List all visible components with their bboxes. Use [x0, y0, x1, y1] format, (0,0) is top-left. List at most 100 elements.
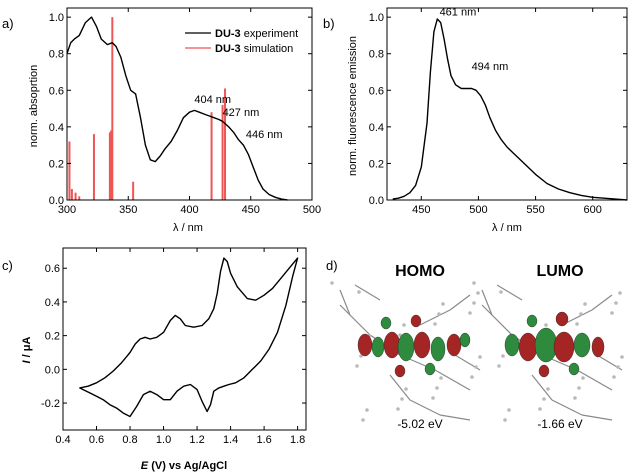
atom-dot [365, 408, 369, 412]
x-axis-label: λ / nm [492, 222, 522, 234]
bond-stick [481, 289, 493, 316]
legend-label-experiment-bold: DU-3 [215, 28, 241, 40]
c-y-tick-label: 0.2 [45, 331, 60, 343]
atom-dot [439, 376, 443, 380]
homo-title: HOMO [395, 263, 445, 280]
lumo-energy: -1.66 eV [537, 417, 582, 431]
c-y-tick-label: 0.0 [45, 364, 60, 376]
atom-dot [620, 355, 624, 359]
atom-dot [581, 376, 585, 380]
b-x-tick-label: 600 [584, 204, 602, 216]
orbital-lobe-negative [410, 314, 422, 328]
a-y-tick-label: 0.8 [49, 49, 64, 61]
c-x-tick-label: 1.8 [290, 434, 305, 446]
b-y-tick-label: 0.2 [369, 158, 384, 170]
atom-dot [361, 418, 365, 422]
atom-dot [355, 364, 359, 368]
atom-dot [433, 322, 437, 326]
a-annotation: 404 nm [194, 94, 231, 106]
c-x-tick-label: 0.8 [122, 434, 137, 446]
peak-annotations: 461 nm 494 nm [440, 6, 509, 73]
atom-dot [476, 291, 480, 295]
legend-label-simulation: DU-3 simulation [215, 43, 293, 55]
c-y-tick-label: 0.6 [45, 263, 60, 275]
orbital-lobe-negative [591, 336, 605, 358]
atom-dot [497, 364, 501, 368]
atom-dot [612, 375, 616, 379]
orbital-lobe-positive [371, 336, 385, 358]
x-axis-label: λ / nm [173, 222, 203, 234]
bond-stick [354, 284, 381, 301]
b-x-tick-label: 550 [526, 204, 544, 216]
axis-ticks: 0.4 0.6 0.8 1.0 1.2 1.4 1.6 1.8 -0.2 0.0 0.2 0.4 0.6 [41, 248, 306, 446]
orbital-lobe-negative [394, 364, 406, 378]
c-x-tick-label: 0.6 [89, 434, 104, 446]
panel-letter-b: b) [323, 16, 335, 31]
panel-letter-c: c) [2, 258, 13, 273]
bond-stick [496, 284, 523, 301]
orbital-lobe-positive [568, 362, 580, 376]
atom-dot [400, 397, 404, 401]
panel-b-emission-chart: b) 450 500 550 600 0.0 0.2 0.4 0.6 0.8 1.0 461 nm… [323, 6, 628, 234]
atom-dot [538, 407, 542, 411]
axis-ticks: 450 500 550 600 0.0 0.2 0.4 0.6 0.8 1.0 [369, 8, 627, 216]
bond-stick [591, 294, 613, 311]
lumo-orbital-image [472, 281, 624, 422]
cv-curve [79, 257, 299, 418]
bond-stick [531, 374, 553, 401]
atom-dot [478, 355, 482, 359]
bond-stick [449, 294, 471, 311]
x-axis-label-symbol: E [141, 460, 149, 472]
atom-dot [330, 281, 334, 285]
atom-dot [402, 323, 406, 327]
orbital-lobe-positive [424, 362, 436, 376]
a-x-tick-label: 500 [303, 204, 321, 216]
homo-energy: -5.02 eV [397, 417, 442, 431]
orbital-lobe-negative [538, 364, 550, 378]
c-x-tick-label: 1.0 [156, 434, 171, 446]
b-x-tick-label: 450 [412, 204, 430, 216]
atom-dot [579, 312, 583, 316]
atom-dot [437, 312, 441, 316]
emission-line [392, 18, 628, 201]
atom-dot [431, 396, 435, 400]
atom-dot [544, 323, 548, 327]
atom-dot [441, 302, 445, 306]
plot-frame [62, 247, 307, 431]
legend: DU-3 experiment DU-3 simulation [185, 28, 298, 55]
c-x-tick-label: 1.6 [256, 434, 271, 446]
atom-dot [474, 365, 478, 369]
plot-frame [386, 7, 628, 201]
bond-stick [339, 304, 371, 336]
lumo-title: LUMO [536, 263, 583, 280]
bond-stick [409, 399, 441, 416]
bond-stick [576, 369, 613, 391]
y-axis-label: I / μA [21, 336, 33, 363]
b-y-tick-label: 0.8 [369, 49, 384, 61]
emission-curve [392, 18, 628, 201]
bond-stick [481, 304, 513, 336]
c-y-tick-label: 0.4 [45, 297, 60, 309]
atom-dot [618, 291, 622, 295]
bond-stick [419, 309, 451, 326]
axis-ticks: 300 350 400 450 500 0.0 0.2 0.4 0.6 0.8 1.0 [49, 8, 321, 216]
a-x-tick-label: 400 [180, 204, 198, 216]
orbital-lobe-positive [526, 314, 538, 328]
bond-stick [389, 374, 411, 401]
atom-dot [583, 302, 587, 306]
panel-a-absorption-chart: a) 300 350 400 450 500 0.0 0.2 0.4 0.6 0.8 1.0 404… [2, 7, 321, 234]
b-annotation: 461 nm [440, 6, 477, 18]
b-y-tick-label: 0.0 [369, 195, 384, 207]
c-y-tick-label: -0.2 [41, 398, 60, 410]
a-x-tick-label: 300 [58, 204, 76, 216]
legend-label-experiment-rest: experiment [241, 28, 298, 40]
bond-stick [551, 399, 583, 416]
panel-c-voltammogram: c) 0.4 0.6 0.8 1.0 1.2 1.4 1.6 1.8-0.20.00.20.4… [2, 247, 307, 472]
a-y-tick-label: 0.6 [49, 85, 64, 97]
bond-stick [339, 289, 351, 316]
x-axis-label-rest: (V) vs Ag/AgCl [148, 460, 227, 472]
atom-dot [435, 386, 439, 390]
atom-dot [507, 408, 511, 412]
panel-letter-a: a) [2, 16, 14, 31]
